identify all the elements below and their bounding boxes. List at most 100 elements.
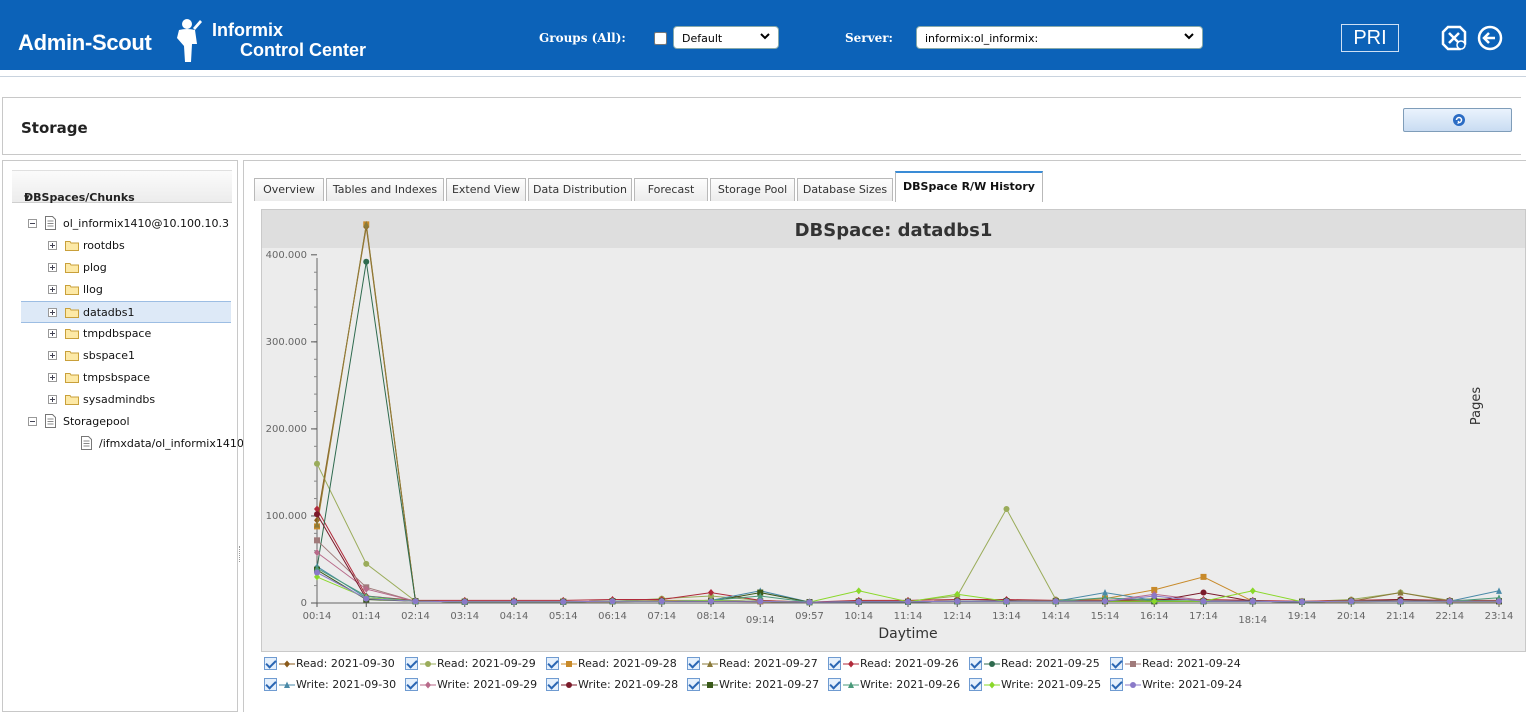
tab-data-distribution[interactable]: Data Distribution — [528, 178, 632, 201]
panel-splitter[interactable] — [239, 546, 241, 562]
data-point — [806, 599, 813, 606]
series-read-2021-09-26 — [314, 505, 1502, 606]
chevron-down-icon — [1184, 33, 1194, 40]
server-select-value: informix:ol_informix: — [925, 32, 1039, 45]
legend-checkbox[interactable] — [546, 657, 559, 670]
role-badge: PRI — [1341, 24, 1399, 52]
data-point — [314, 549, 320, 557]
tree-item-label: tmpdbspace — [83, 327, 152, 340]
chart-container: DBSpace: datadbs1 0 100.000 200.000 300.000… — [261, 209, 1526, 652]
expand-icon[interactable] — [48, 329, 57, 338]
tab-forecast[interactable]: Forecast — [634, 178, 708, 201]
series-read-2021-09-29 — [314, 460, 1502, 606]
tab-extend-view[interactable]: Extend View — [446, 178, 526, 201]
y-tick-label: 400.000 — [266, 250, 307, 261]
series-line — [316, 552, 1499, 603]
x-tick-label: 13:14 — [992, 611, 1021, 622]
tab-dbspace-r-w-history[interactable]: DBSpace R/W History — [895, 171, 1043, 202]
tree-item-tmpsbspace[interactable]: tmpsbspace — [21, 367, 231, 389]
legend-checkbox[interactable] — [264, 657, 277, 670]
tree-header[interactable]: ▾ DBSpaces/Chunks — [12, 170, 232, 204]
legend-swatch-icon — [279, 660, 295, 668]
disconnect-icon[interactable] — [1440, 24, 1468, 52]
tree-item--ifmxdata-ol-informix1410[interactable]: /ifmxdata/ol_informix1410 — [21, 433, 244, 455]
legend-swatch-icon — [1125, 682, 1141, 688]
data-point — [1200, 573, 1207, 580]
data-point — [1003, 505, 1010, 512]
groups-select[interactable]: Default — [673, 26, 779, 49]
data-point — [1151, 593, 1158, 600]
expand-icon[interactable] — [48, 285, 57, 294]
data-point — [905, 598, 911, 605]
tree-item-sysadmindbs[interactable]: sysadmindbs — [21, 389, 231, 411]
tree-item-llog[interactable]: llog — [21, 279, 231, 301]
legend-checkbox[interactable] — [969, 657, 982, 670]
legend-swatch-icon — [420, 681, 436, 689]
data-point — [363, 560, 370, 567]
legend-checkbox[interactable] — [405, 657, 418, 670]
x-tick-label: 09:14 — [746, 615, 775, 626]
chart-title-band — [262, 210, 1525, 248]
data-point — [363, 220, 370, 228]
y-tick-label: 100.000 — [266, 511, 307, 522]
x-tick-label: 17:14 — [1189, 611, 1218, 622]
data-point — [1397, 589, 1404, 596]
tab-tables-and-indexes[interactable]: Tables and Indexes — [326, 178, 444, 201]
tree-item-datadbs1[interactable]: datadbs1 — [21, 301, 231, 323]
data-point — [1200, 598, 1207, 605]
refresh-button[interactable] — [1403, 108, 1512, 132]
tree-item-sbspace1[interactable]: sbspace1 — [21, 345, 231, 367]
tree-item-ol-informix1410-10-100-10-3[interactable]: ol_informix1410@10.100.10.3 — [21, 213, 231, 235]
expand-icon[interactable] — [48, 263, 57, 272]
x-tick-label: 09:57 — [795, 611, 824, 622]
legend-checkbox[interactable] — [405, 678, 418, 691]
legend-label: Read: 2021-09-26 — [860, 657, 959, 670]
collapse-icon[interactable] — [28, 417, 37, 426]
refresh-icon — [1453, 114, 1465, 126]
data-point — [1496, 598, 1502, 605]
x-tick-label: 05:14 — [549, 611, 578, 622]
legend-checkbox[interactable] — [546, 678, 559, 691]
data-point — [314, 511, 320, 518]
back-arrow-icon[interactable] — [1476, 24, 1504, 52]
legend-swatch-icon — [984, 681, 1000, 689]
legend-checkbox[interactable] — [264, 678, 277, 691]
legend-label: Write: 2021-09-28 — [578, 678, 679, 691]
series-line — [316, 513, 1499, 603]
expand-icon[interactable] — [48, 308, 57, 317]
tab-overview[interactable]: Overview — [254, 178, 324, 201]
tree-item-tmpdbspace[interactable]: tmpdbspace — [21, 323, 231, 345]
expand-icon[interactable] — [48, 351, 57, 360]
folder-icon — [65, 329, 79, 339]
series-write-2021-09-28 — [314, 511, 1502, 606]
series-line — [316, 463, 1500, 603]
tab-storage-pool[interactable]: Storage Pool — [710, 178, 795, 201]
expand-icon[interactable] — [48, 395, 57, 404]
groups-checkbox[interactable] — [654, 32, 667, 45]
x-tick-label: 14:14 — [1041, 611, 1070, 622]
data-point — [708, 598, 714, 605]
groups-select-value: Default — [682, 32, 723, 45]
page-title: Storage — [21, 119, 88, 137]
tree-item-label: llog — [83, 283, 103, 296]
tree-item-rootdbs[interactable]: rootdbs — [21, 235, 231, 257]
collapse-icon[interactable] — [28, 219, 37, 228]
expand-icon[interactable] — [48, 373, 57, 382]
legend-checkbox[interactable] — [1110, 657, 1123, 670]
legend-label: Write: 2021-09-26 — [860, 678, 961, 691]
legend-checkbox[interactable] — [1110, 678, 1123, 691]
server-select[interactable]: informix:ol_informix: — [916, 26, 1203, 49]
legend-checkbox[interactable] — [828, 678, 841, 691]
line-chart: 0 100.000 200.000 300.000 400.000 00:14 01:14 0… — [266, 220, 1513, 642]
legend-checkbox[interactable] — [687, 657, 700, 670]
data-point — [560, 598, 567, 605]
legend-checkbox[interactable] — [969, 678, 982, 691]
tree-item-storagepool[interactable]: Storagepool — [21, 411, 231, 433]
series-read-2021-09-27 — [314, 220, 1502, 606]
expand-icon[interactable] — [48, 241, 57, 250]
legend-label: Read: 2021-09-29 — [437, 657, 536, 670]
legend-checkbox[interactable] — [687, 678, 700, 691]
tree-item-plog[interactable]: plog — [21, 257, 231, 279]
tab-database-sizes[interactable]: Database Sizes — [797, 178, 893, 201]
legend-checkbox[interactable] — [828, 657, 841, 670]
